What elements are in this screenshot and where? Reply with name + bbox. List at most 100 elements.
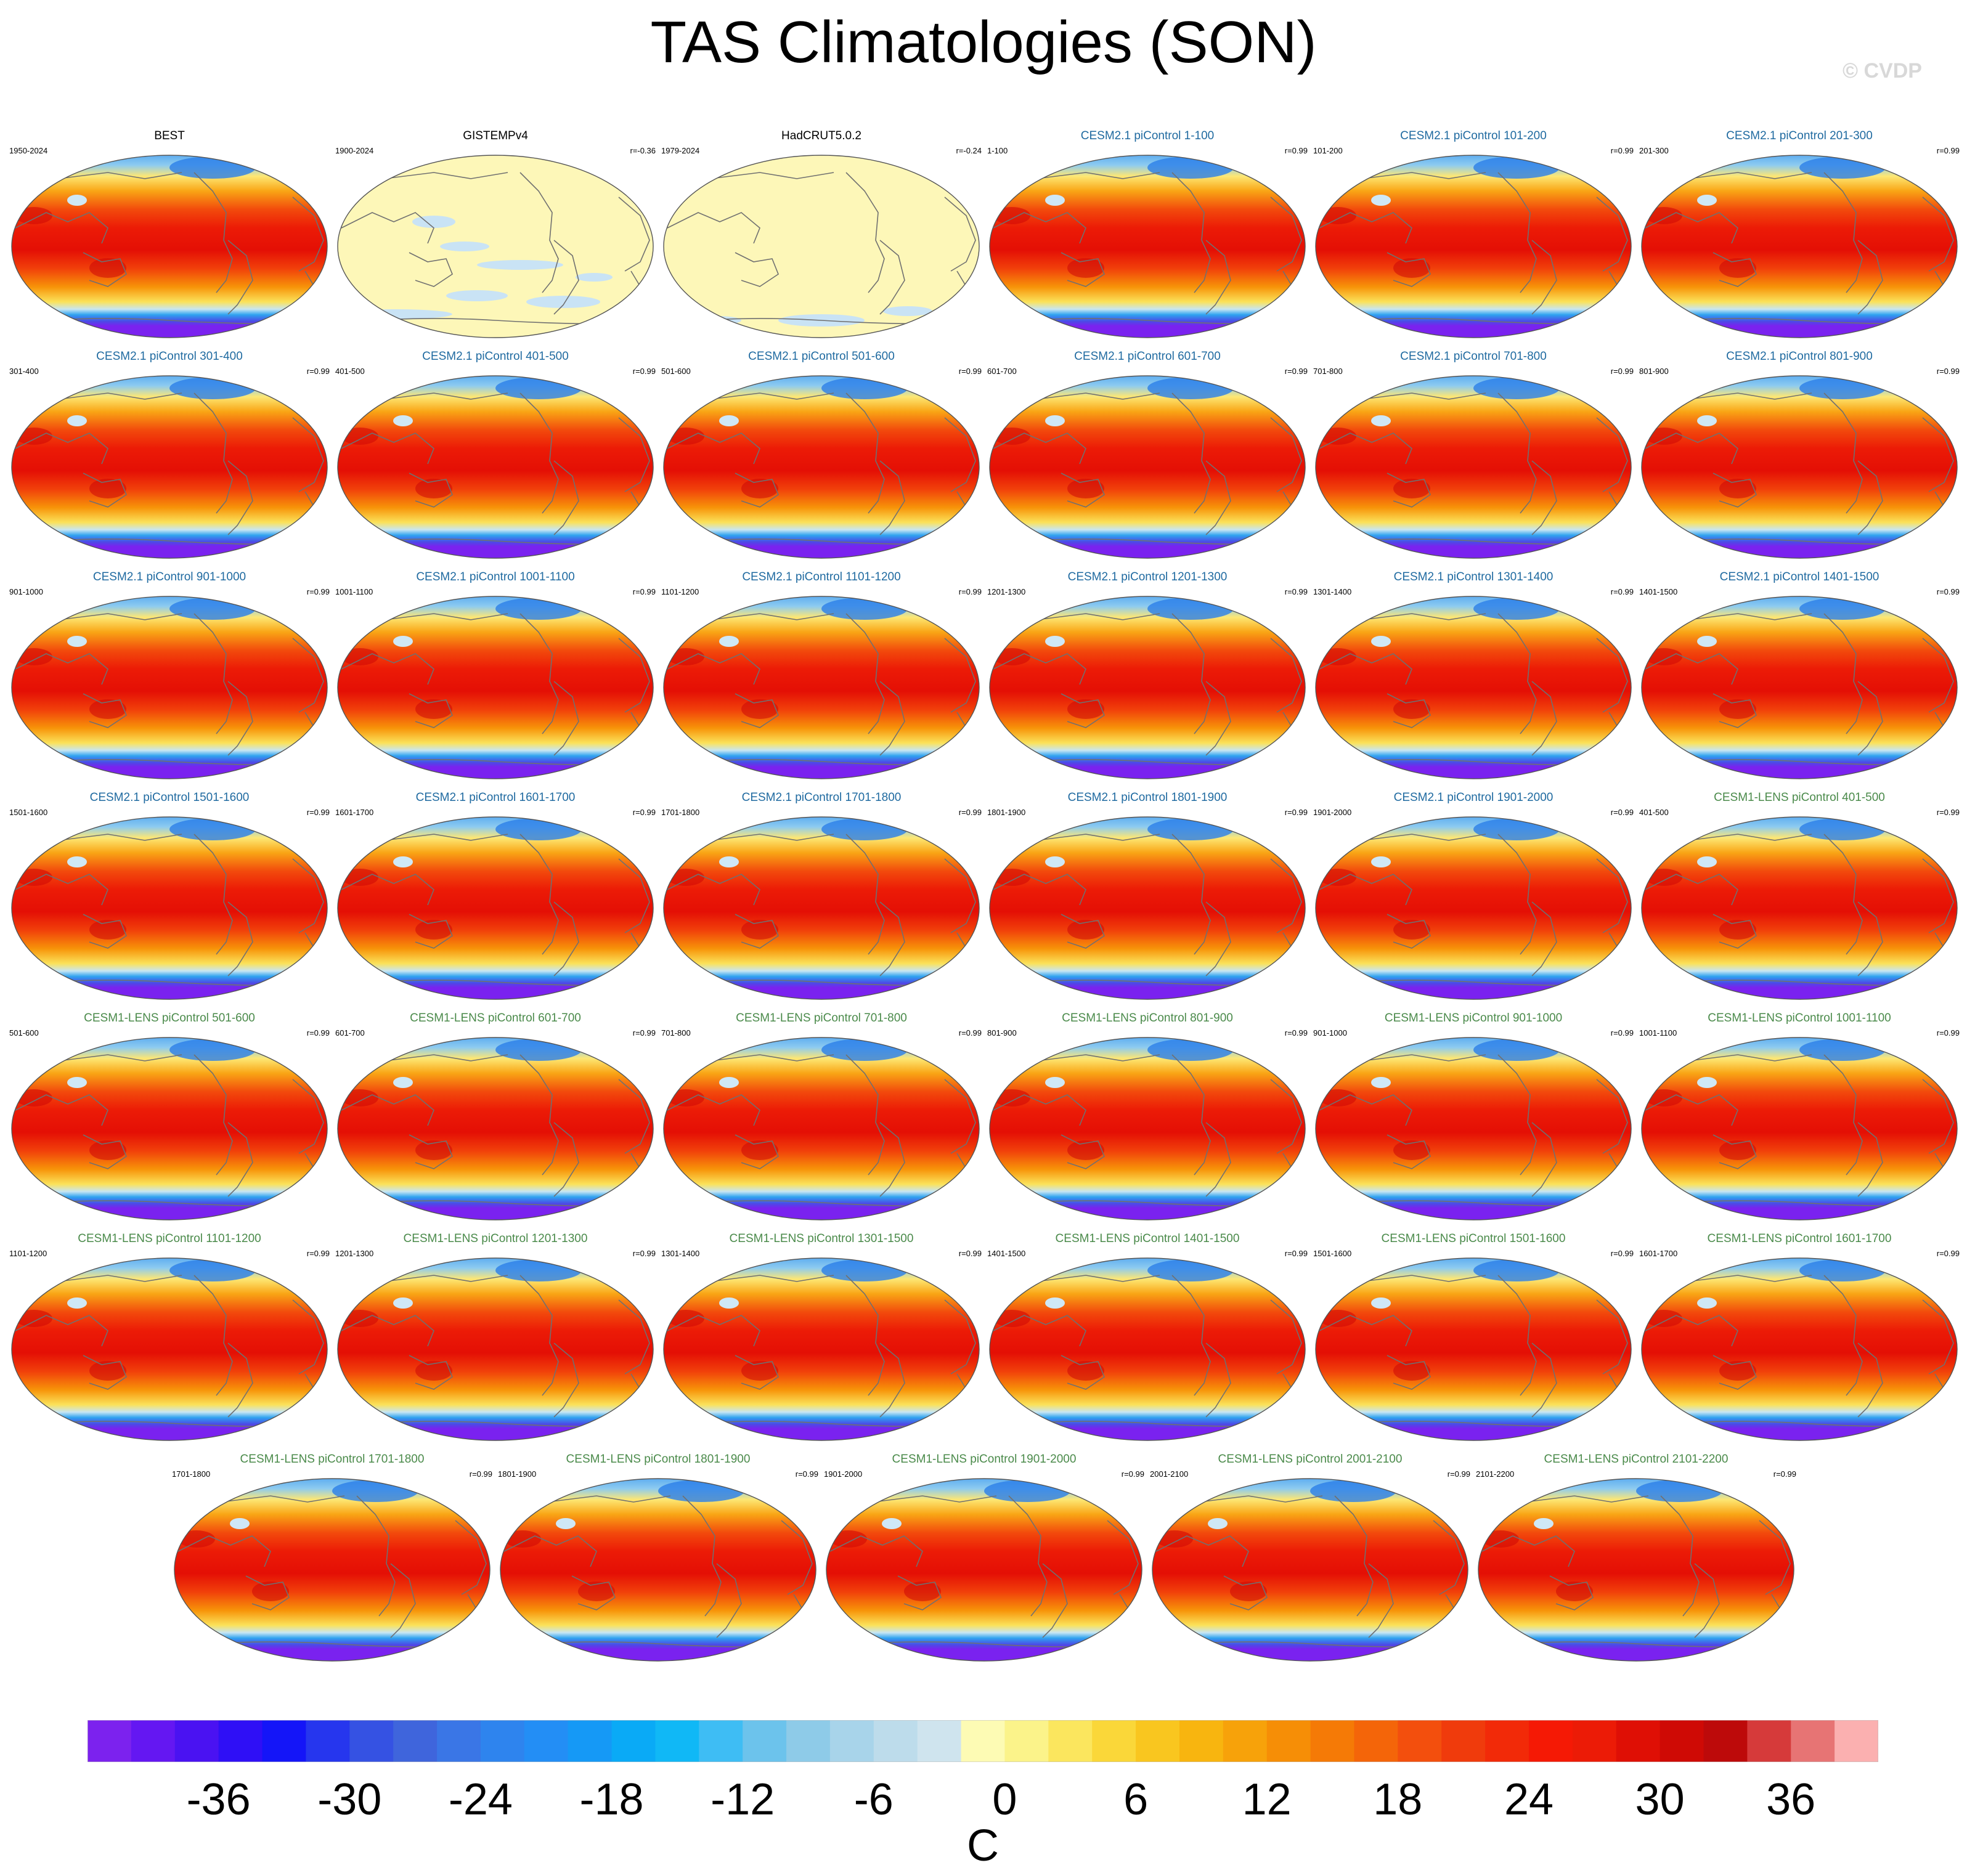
coastline bbox=[1008, 1495, 1048, 1617]
colorbar-swatch bbox=[1004, 1720, 1049, 1762]
panel-map bbox=[337, 1257, 654, 1441]
map-border bbox=[989, 1257, 1306, 1441]
panel-title: CESM2.1 piControl 1801-1900 bbox=[1067, 791, 1228, 804]
hot-region bbox=[830, 1530, 867, 1548]
panel-correlation-label: r=0.99 bbox=[306, 587, 330, 596]
coastline bbox=[1270, 417, 1302, 492]
panel-title: CESM1-LENS piControl 1501-1600 bbox=[1381, 1232, 1566, 1245]
panel-correlation-label: r=0.99 bbox=[958, 587, 982, 596]
arctic-cold-patch bbox=[495, 598, 582, 620]
panel-title: CESM2.1 piControl 501-600 bbox=[748, 350, 895, 363]
map-panel: CESM2.1 piControl 901-1000 901-1000 r=0.99 bbox=[9, 571, 330, 780]
map-panel: CESM1-LENS piControl 701-800 701-800 r=0.9… bbox=[661, 1012, 982, 1221]
data-patch bbox=[477, 260, 563, 270]
coastline bbox=[781, 1520, 813, 1595]
tibet-cold-patch bbox=[393, 1077, 413, 1088]
map-panel: CESM2.1 piControl 1901-2000 1901-2000 r=0.… bbox=[1313, 791, 1634, 1001]
coastline bbox=[944, 858, 976, 933]
colorbar-swatch bbox=[1223, 1720, 1268, 1762]
coastline bbox=[193, 834, 233, 955]
panel-correlation-label: r=0.99 bbox=[1936, 367, 1960, 376]
map-border bbox=[337, 155, 654, 338]
coastline bbox=[879, 1122, 905, 1197]
colorbar-swatch bbox=[1048, 1720, 1093, 1762]
coastline bbox=[1660, 1495, 1700, 1617]
arctic-cold-patch bbox=[1147, 818, 1234, 840]
coastline bbox=[292, 197, 324, 272]
panel-title: CESM1-LENS piControl 1101-1200 bbox=[78, 1232, 261, 1245]
hot-region bbox=[667, 1310, 704, 1327]
coastline bbox=[1497, 613, 1537, 734]
panel-map bbox=[989, 375, 1306, 559]
arctic-cold-patch bbox=[169, 598, 256, 620]
map-border bbox=[663, 375, 980, 559]
colorbar-tick-label: -18 bbox=[579, 1775, 644, 1824]
panel-map bbox=[1315, 155, 1632, 338]
australia-hot-region bbox=[252, 1582, 289, 1601]
panel-map bbox=[11, 375, 328, 559]
temperature-field bbox=[1642, 1258, 1957, 1440]
coastline bbox=[1171, 613, 1211, 734]
colorbar-tick-label: 24 bbox=[1504, 1775, 1554, 1824]
missing-data-field bbox=[664, 155, 979, 338]
australia-hot-region bbox=[89, 1361, 126, 1381]
panel-map bbox=[1315, 816, 1632, 1000]
temperature-field bbox=[338, 596, 653, 779]
arctic-cold-patch bbox=[1473, 377, 1560, 399]
panel-title: CESM2.1 piControl 1601-1700 bbox=[415, 791, 576, 804]
temperature-field bbox=[826, 1479, 1142, 1661]
tibet-cold-patch bbox=[719, 415, 739, 426]
temperature-field bbox=[664, 817, 979, 999]
coastline bbox=[1061, 693, 1105, 728]
panel-map bbox=[1315, 1257, 1632, 1441]
coastline bbox=[1433, 1520, 1465, 1595]
coastline bbox=[193, 1275, 233, 1396]
temperature-field bbox=[12, 376, 327, 558]
coastline bbox=[519, 1275, 559, 1396]
coastline bbox=[618, 858, 650, 933]
arctic-cold-patch bbox=[1310, 1480, 1396, 1502]
panel-title: CESM2.1 piControl 1201-1300 bbox=[1067, 571, 1228, 583]
hot-region bbox=[1156, 1530, 1193, 1548]
panel-period-label: 501-600 bbox=[9, 1028, 39, 1037]
coastline bbox=[735, 252, 779, 287]
panel-correlation-label: r=0.99 bbox=[1773, 1469, 1796, 1479]
tibet-cold-patch bbox=[1697, 415, 1717, 426]
panel-correlation-label: r=0.99 bbox=[1284, 146, 1308, 155]
panel-period-label: 1301-1400 bbox=[1313, 587, 1352, 596]
colorbar-swatch bbox=[306, 1720, 350, 1762]
data-patch bbox=[526, 296, 600, 308]
panel-title: CESM2.1 piControl 901-1000 bbox=[92, 571, 246, 583]
coastline bbox=[519, 392, 559, 514]
tibet-cold-patch bbox=[1371, 636, 1391, 647]
tibet-cold-patch bbox=[67, 1077, 87, 1088]
arctic-cold-patch bbox=[1636, 1480, 1722, 1502]
map-border bbox=[11, 1037, 328, 1220]
panel-correlation-label: r=0.99 bbox=[1936, 146, 1960, 155]
australia-hot-region bbox=[1393, 699, 1430, 719]
temperature-field bbox=[1642, 155, 1957, 338]
panel-map bbox=[500, 1478, 817, 1662]
map-panel: CESM1-LENS piControl 401-500 401-500 r=0.9… bbox=[1639, 791, 1960, 1001]
panel-period-label: 1601-1700 bbox=[1639, 1249, 1678, 1258]
coastline bbox=[618, 417, 650, 492]
colorbar-swatch bbox=[1092, 1720, 1136, 1762]
map-border bbox=[663, 596, 980, 779]
colorbar-swatch bbox=[480, 1720, 525, 1762]
panel-map bbox=[11, 596, 328, 779]
coastline bbox=[1694, 1563, 1720, 1638]
tibet-cold-patch bbox=[1371, 415, 1391, 426]
coastline bbox=[1270, 1299, 1302, 1375]
panel-period-label: 1101-1200 bbox=[9, 1249, 47, 1258]
arctic-cold-patch bbox=[821, 598, 908, 620]
panel-correlation-label: r=0.99 bbox=[1610, 146, 1634, 155]
map-panel: GISTEMPv4 1900-2024 r=-0.36 bbox=[335, 129, 656, 339]
map-panel: CESM1-LENS piControl 2101-2200 2101-2200 r… bbox=[1476, 1453, 1796, 1662]
temperature-field bbox=[990, 1258, 1305, 1440]
coastline bbox=[1319, 1094, 1412, 1126]
map-panel: CESM1-LENS piControl 1001-1100 1001-1100 r… bbox=[1639, 1012, 1960, 1221]
australia-hot-region bbox=[1393, 258, 1430, 278]
panel-correlation-label: r=0.99 bbox=[632, 587, 656, 596]
panel-period-label: 1201-1300 bbox=[987, 587, 1026, 596]
tibet-cold-patch bbox=[1697, 1077, 1717, 1088]
